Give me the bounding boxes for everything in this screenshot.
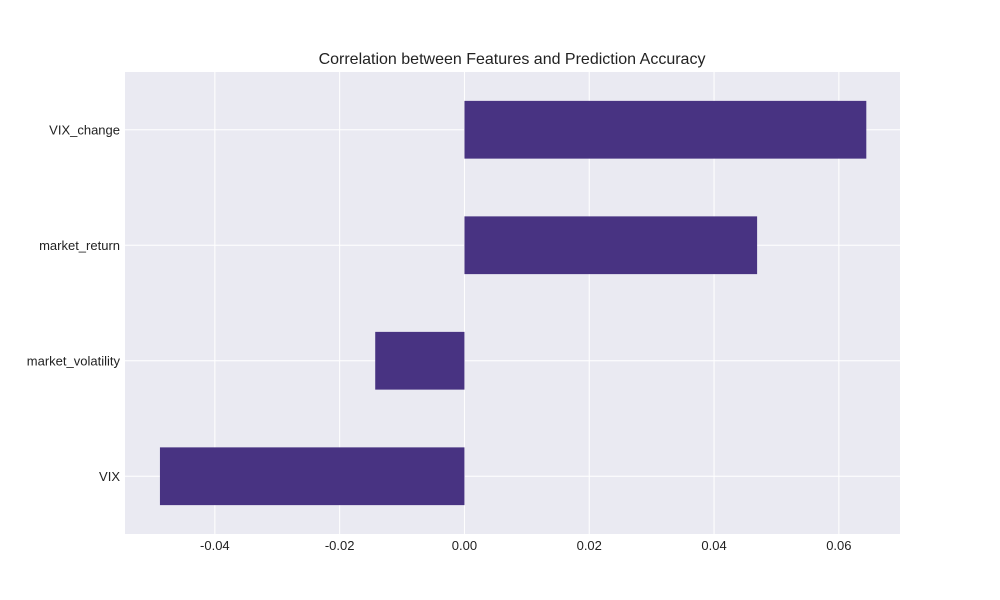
x-tick-label: 0.04 — [701, 538, 726, 553]
y-tick-label: market_return — [39, 238, 120, 253]
x-tick-label: 0.02 — [577, 538, 602, 553]
bars — [159, 100, 867, 506]
bar-vix — [159, 447, 465, 506]
x-tick-label: 0.06 — [826, 538, 851, 553]
y-axis-ticks: VIX market_volatility market_return VIX_cha… — [27, 122, 121, 484]
chart-title: Correlation between Features and Predict… — [319, 51, 706, 68]
y-tick-label: market_volatility — [27, 353, 121, 368]
x-tick-label: -0.02 — [325, 538, 355, 553]
x-tick-label: 0.00 — [452, 538, 477, 553]
y-tick-label: VIX — [99, 469, 120, 484]
bar-vix-change — [464, 100, 867, 159]
bar-market-volatility — [375, 331, 465, 390]
bar-market-return — [464, 216, 758, 275]
y-tick-label: VIX_change — [49, 122, 120, 137]
x-tick-label: -0.04 — [200, 538, 230, 553]
x-axis-ticks: -0.04 -0.02 0.00 0.02 0.04 0.06 — [200, 538, 851, 553]
